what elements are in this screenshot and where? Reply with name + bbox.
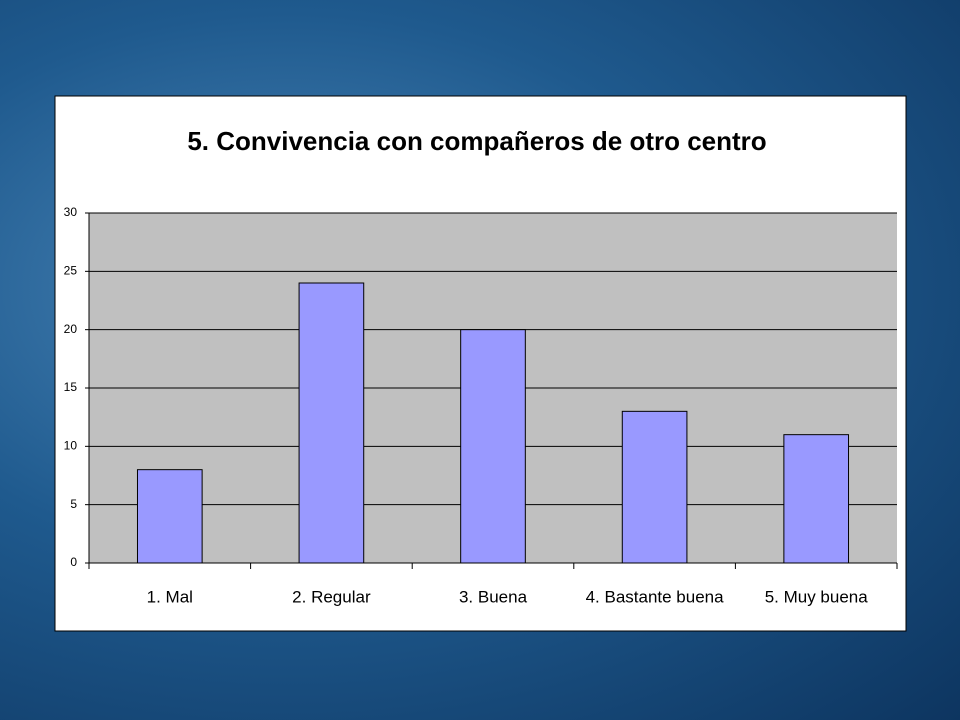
bar [621, 410, 688, 564]
x-tick-label: 4. Bastante buena [586, 587, 725, 606]
bar [783, 434, 850, 564]
bar [298, 282, 365, 564]
x-tick-label: 5. Muy buena [765, 587, 869, 606]
y-tick-label: 25 [64, 264, 78, 278]
x-tick-label: 1. Mal [147, 587, 193, 606]
bar [460, 329, 526, 564]
x-tick-label: 2. Regular [292, 587, 371, 606]
y-tick-label: 30 [64, 205, 78, 219]
y-tick-label: 0 [70, 555, 77, 569]
x-tick-label: 3. Buena [459, 587, 528, 606]
y-tick-label: 10 [64, 439, 78, 453]
y-tick-label: 20 [64, 322, 78, 336]
y-tick-label: 15 [64, 380, 78, 394]
chart-title: 5. Convivencia con compañeros de otro ce… [187, 126, 766, 156]
bar [136, 469, 203, 564]
y-tick-label: 5 [70, 497, 77, 511]
